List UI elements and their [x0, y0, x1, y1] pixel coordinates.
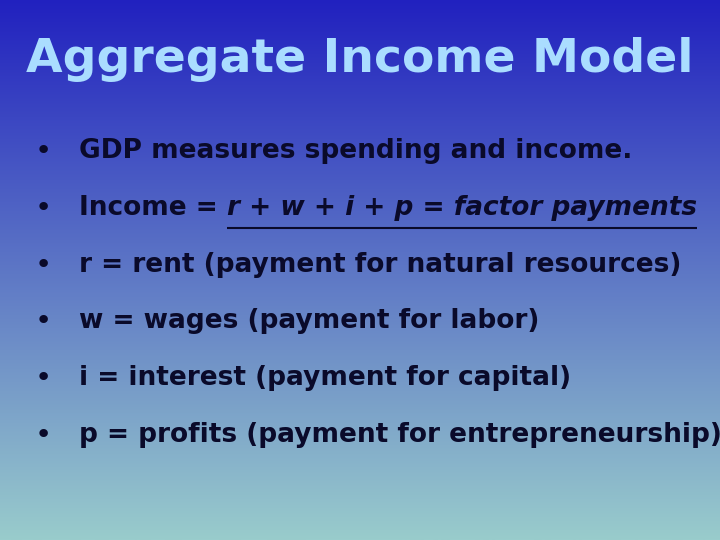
Text: •: •: [35, 307, 52, 335]
Text: •: •: [35, 251, 52, 279]
Text: GDP measures spending and income.: GDP measures spending and income.: [79, 138, 633, 164]
Text: r = rent (payment for natural resources): r = rent (payment for natural resources): [79, 252, 682, 278]
Text: •: •: [35, 364, 52, 392]
Text: r + w + i + p = factor payments: r + w + i + p = factor payments: [227, 195, 697, 221]
Text: p = profits (payment for entrepreneurship): p = profits (payment for entrepreneurshi…: [79, 422, 720, 448]
Text: Aggregate Income Model: Aggregate Income Model: [26, 37, 694, 82]
Text: •: •: [35, 194, 52, 222]
Text: w = wages (payment for labor): w = wages (payment for labor): [79, 308, 539, 334]
Text: •: •: [35, 421, 52, 449]
Text: •: •: [35, 137, 52, 165]
Text: i = interest (payment for capital): i = interest (payment for capital): [79, 365, 572, 391]
Text: Income =: Income =: [79, 195, 227, 221]
